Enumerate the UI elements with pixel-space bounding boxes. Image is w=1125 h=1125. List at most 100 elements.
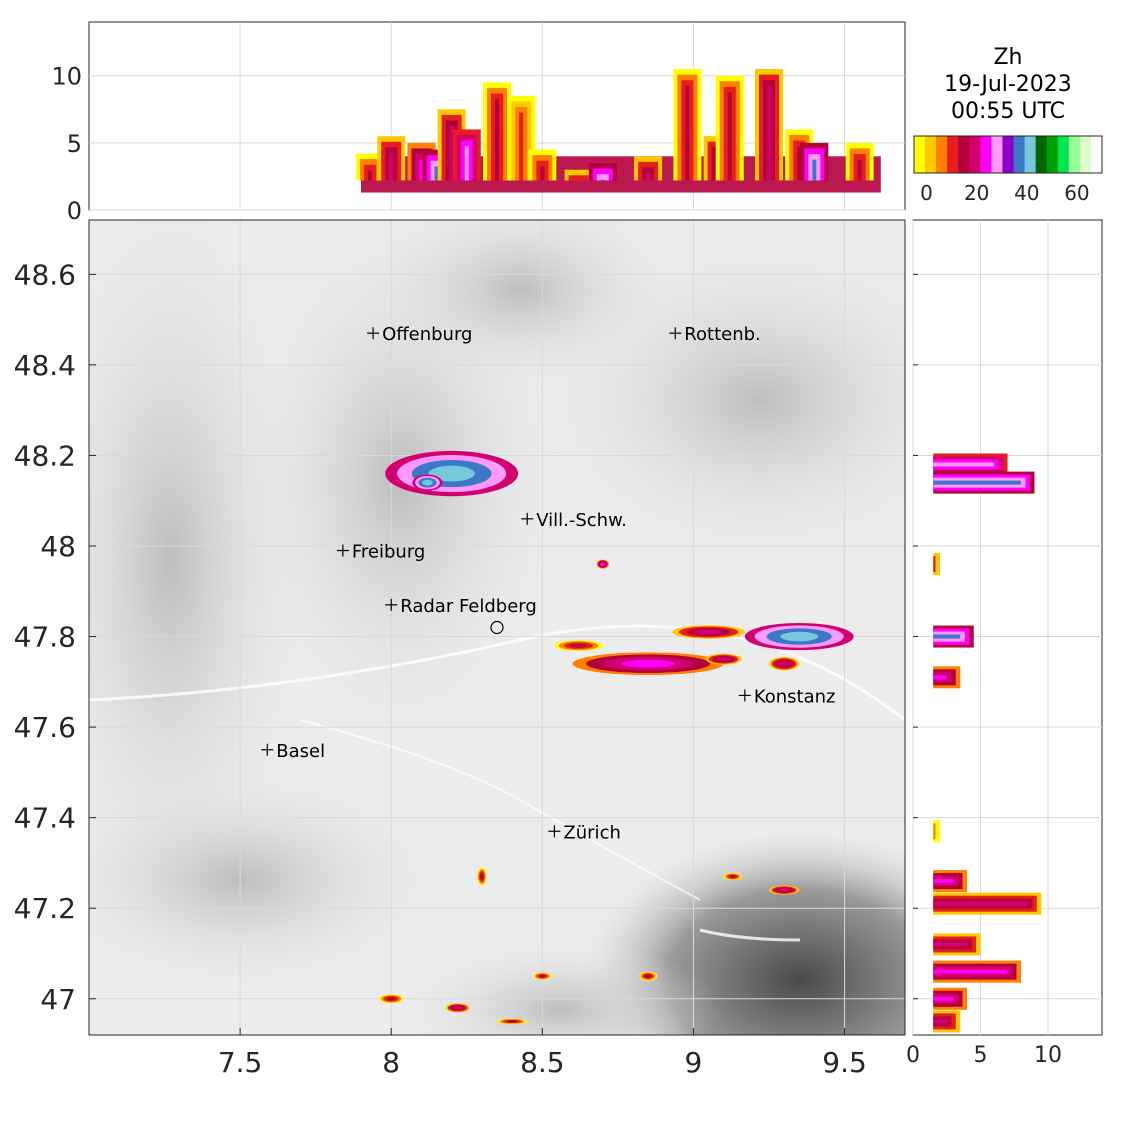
top-echo-layer	[685, 85, 690, 181]
echo-layer	[778, 888, 790, 892]
right-echo-layer	[933, 1019, 947, 1024]
top-y-tick-label: 5	[67, 130, 82, 158]
right-x-tick-label: 0	[906, 1043, 920, 1068]
colorbar-swatches	[914, 136, 1103, 173]
city-label: Basel	[276, 741, 325, 762]
right-echo-row	[933, 471, 1035, 494]
echo-layer	[780, 631, 819, 642]
echo-layer	[480, 873, 484, 880]
top-echo-column	[528, 149, 557, 181]
top-echo-layer	[419, 159, 424, 181]
top-echo-column	[845, 142, 874, 181]
top-echo-layer	[368, 170, 373, 181]
map-y-tick-label: 47.2	[14, 892, 76, 925]
top-y-tick-label: 0	[67, 197, 82, 225]
map-panel: Offenburg Rottenb. Vill.-Schw. Freiburg Rada…	[14, 219, 906, 1079]
echo-layer	[428, 465, 475, 482]
top-echo-column	[634, 156, 663, 181]
colorbar-swatch	[914, 136, 926, 173]
echo-cell	[596, 559, 609, 569]
city-marker: Basel	[261, 741, 325, 762]
top-echo-column	[564, 169, 593, 181]
right-echo-row	[933, 987, 967, 1010]
colorbar-swatch	[1035, 136, 1048, 173]
colorbar-swatch	[1090, 136, 1103, 173]
echo-cell	[744, 622, 854, 651]
top-echo-layer	[449, 126, 454, 181]
map-x-tick-labels: 7.5 8 8.5 9 9.5	[218, 1046, 867, 1079]
colorbar-swatch	[1068, 136, 1081, 173]
city-label: Vill.-Schw.	[536, 510, 627, 531]
echo-cell	[639, 971, 658, 981]
colorbar-tick-label: 60	[1064, 181, 1089, 205]
city-label: Zürich	[563, 822, 620, 843]
echo-cell	[533, 972, 552, 980]
map-y-tick-label: 48.6	[14, 258, 76, 291]
top-echo-layer	[434, 166, 439, 181]
top-echo-layer	[857, 159, 862, 181]
top-y-tick-label: 10	[51, 63, 82, 91]
city-marker: Rottenb.	[669, 324, 761, 345]
top-echo-cells	[356, 69, 881, 193]
right-echo-row	[933, 960, 1021, 983]
echo-layer	[621, 659, 675, 668]
top-echo-layer	[797, 146, 802, 181]
time-label: 00:55 UTC	[951, 99, 1065, 124]
radar-site-marker	[490, 620, 504, 635]
top-echo-layer	[727, 92, 732, 181]
city-marker: Zürich	[548, 822, 621, 843]
colorbar-swatch	[991, 136, 1003, 173]
right-echo-row	[933, 820, 940, 843]
right-echo-row	[933, 553, 940, 576]
right-echo-layer	[933, 556, 936, 573]
top-echo-layer	[464, 146, 469, 181]
echo-layer	[386, 997, 396, 1001]
right-echo-layer	[933, 820, 940, 843]
colorbar-legend: Zh 19-Jul-2023 00:55 UTC 0 20 40 60	[913, 45, 1103, 205]
echo-cell	[477, 867, 487, 886]
echo-layer	[778, 661, 790, 667]
right-echo-row	[933, 892, 1042, 915]
city-markers: Offenburg Rottenb. Vill.-Schw. Freiburg Rada…	[261, 324, 835, 843]
right-echo-layer	[933, 553, 940, 576]
map-y-tick-label: 48.4	[14, 349, 76, 382]
city-marker: Konstanz	[738, 686, 835, 707]
top-y-tick-labels: 0 5 10	[51, 63, 82, 225]
right-echo-layer	[933, 969, 1008, 974]
right-x-tick-label: 10	[1034, 1043, 1062, 1068]
map-echo-cells	[379, 450, 854, 1025]
right-echo-row	[933, 933, 981, 956]
top-echo-layer	[519, 112, 524, 181]
right-echo-cells	[933, 453, 1042, 1033]
right-echo-layer	[933, 901, 1028, 906]
echo-cell	[705, 653, 742, 665]
echo-layer	[717, 657, 731, 662]
colorbar-swatch	[1046, 136, 1059, 173]
echo-layer	[644, 974, 652, 978]
colorbar-tick-label: 20	[964, 181, 989, 205]
top-echo-layer	[495, 99, 499, 181]
colorbar-swatch	[1013, 136, 1026, 173]
city-marker: Vill.-Schw.	[521, 510, 627, 531]
top-echo-column	[673, 69, 702, 181]
map-x-tick-label: 8	[382, 1046, 400, 1079]
top-echo-layer	[596, 174, 609, 181]
top-echo-layer	[540, 166, 545, 181]
echo-cell	[496, 1018, 528, 1025]
height-profile-top-panel: 0 5 10	[51, 21, 906, 225]
echo-layer	[600, 562, 605, 566]
colorbar-swatch	[1057, 136, 1070, 173]
city-label: Rottenb.	[684, 324, 760, 345]
right-echo-row	[933, 625, 974, 648]
city-marker: Offenburg	[367, 324, 472, 345]
colorbar-swatch	[980, 136, 992, 173]
map-x-tick-label: 9	[685, 1046, 703, 1079]
right-x-tick-labels: 0 5 10	[906, 1043, 1062, 1068]
colorbar-swatch	[1024, 136, 1037, 173]
echo-cell	[554, 640, 603, 652]
echo-layer	[729, 875, 736, 878]
colorbar-swatch	[947, 136, 959, 173]
map-y-tick-label: 48.2	[14, 439, 76, 472]
city-label: Radar Feldberg	[400, 596, 537, 617]
map-x-tick-label: 7.5	[218, 1046, 263, 1079]
